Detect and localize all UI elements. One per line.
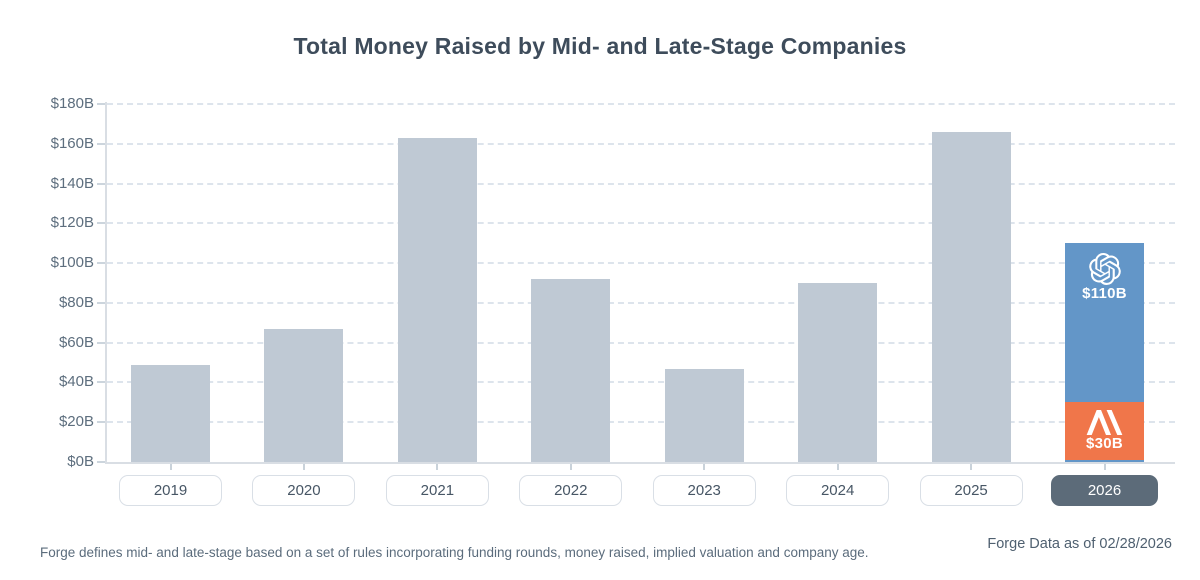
y-axis-tick-60 (97, 341, 106, 344)
x-axis-tick-2019 (169, 464, 172, 470)
y-axis-tick-160 (97, 142, 106, 145)
y-axis-tick-0 (97, 461, 106, 463)
year-pill-2020[interactable]: 2020 (252, 475, 356, 506)
bar-segment-anthropic: $30B (1065, 402, 1144, 460)
x-axis-tick-2024 (836, 464, 839, 470)
y-axis-label-0: $0B (67, 453, 94, 470)
y-axis-tick-120 (97, 222, 106, 225)
gridline-100 (107, 262, 1175, 265)
gridline-120 (107, 222, 1175, 225)
year-pill-2019[interactable]: 2019 (119, 475, 222, 506)
year-pill-2024[interactable]: 2024 (786, 475, 890, 506)
y-axis-label-60: $60B (58, 333, 94, 351)
bar-2024 (798, 283, 878, 462)
x-axis-tick-2025 (970, 464, 973, 470)
y-axis-tick-20 (97, 421, 106, 424)
y-axis-label-140: $140B (50, 174, 94, 192)
source-text: Forge Data as of 02/28/2026 (987, 536, 1172, 552)
anthropic-amount-label: $30B (1085, 435, 1124, 453)
y-axis-label-20: $20B (58, 413, 94, 431)
y-axis-tick-140 (97, 182, 106, 185)
bar-2025 (931, 131, 1011, 462)
x-axis-tick-2021 (436, 464, 439, 470)
bar-2022 (531, 279, 611, 462)
year-pill-2026[interactable]: 2026 (1051, 475, 1158, 506)
gridline-140 (107, 182, 1175, 185)
bar-2020 (264, 328, 344, 462)
y-axis-tick-180 (97, 103, 106, 105)
y-axis-label-80: $80B (58, 293, 94, 311)
bar-2023 (664, 368, 744, 462)
y-axis-label-40: $40B (58, 373, 94, 391)
x-axis-tick-2023 (703, 464, 706, 470)
x-axis-tick-2022 (569, 464, 572, 470)
y-axis-label-160: $160B (50, 134, 94, 152)
bar-2021 (397, 137, 477, 462)
openai-logo (1088, 253, 1121, 286)
x-axis-tick-2020 (302, 464, 305, 470)
y-axis-tick-100 (97, 262, 106, 265)
year-pill-2023[interactable]: 2023 (652, 475, 756, 506)
anthropic-logo (1086, 410, 1123, 436)
y-axis-tick-40 (97, 381, 106, 384)
gridline-20 (107, 421, 1175, 424)
chart-title: Total Money Raised by Mid- and Late-Stag… (293, 33, 907, 59)
gridline-180 (107, 103, 1175, 105)
y-axis-label-180: $180B (50, 95, 94, 112)
footnote-text: Forge defines mid- and late-stage based … (40, 545, 869, 560)
openai-amount-label: $110B (1082, 285, 1127, 303)
bar-2019 (131, 364, 210, 462)
year-pill-2021[interactable]: 2021 (385, 475, 489, 506)
y-axis-label-100: $100B (50, 254, 94, 272)
y-axis-line (105, 102, 107, 462)
gridline-160 (107, 142, 1175, 145)
gridline-40 (107, 381, 1175, 384)
gridline-60 (107, 341, 1175, 344)
y-axis-tick-80 (97, 301, 106, 304)
y-axis-label-120: $120B (50, 214, 94, 232)
year-pill-2025[interactable]: 2025 (919, 475, 1023, 506)
gridline-80 (107, 301, 1175, 304)
year-pill-2022[interactable]: 2022 (519, 475, 623, 506)
x-axis-line (105, 462, 1175, 464)
x-axis-tick-2026 (1103, 464, 1106, 470)
